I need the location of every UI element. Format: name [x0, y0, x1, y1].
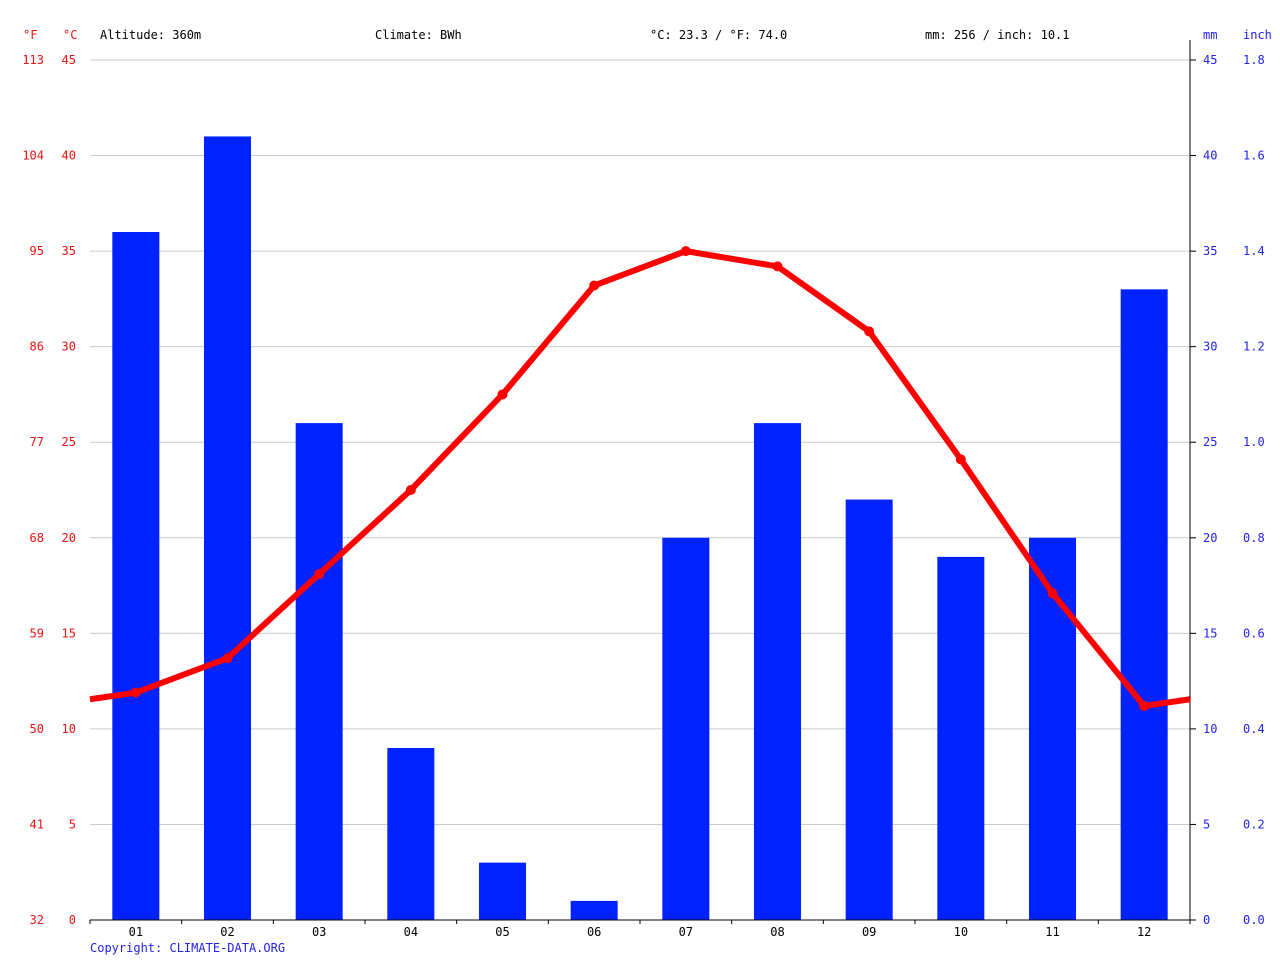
- celsius-tick-label: 20: [62, 531, 76, 545]
- temperature-summary: °C: 23.3 / °F: 74.0: [650, 28, 787, 42]
- temperature-point: [680, 246, 691, 257]
- mm-unit-label: mm: [1203, 28, 1217, 42]
- precipitation-summary: mm: 256 / inch: 10.1: [925, 28, 1070, 42]
- precipitation-bar: [570, 900, 618, 920]
- fahrenheit-tick-label: 77: [30, 435, 44, 449]
- mm-tick-label: 0: [1203, 913, 1210, 927]
- month-tick-label: 12: [1137, 925, 1151, 939]
- month-tick-label: 07: [679, 925, 693, 939]
- temperature-point: [864, 326, 875, 337]
- mm-tick-label: 10: [1203, 722, 1217, 736]
- fahrenheit-tick-label: 104: [22, 149, 44, 163]
- mm-tick-label: 20: [1203, 531, 1217, 545]
- inch-tick-label: 1.4: [1243, 244, 1265, 258]
- fahrenheit-tick-label: 41: [30, 817, 44, 831]
- temperature-point: [314, 569, 325, 580]
- temperature-point: [405, 485, 416, 495]
- precipitation-bar: [479, 862, 526, 920]
- mm-tick-label: 25: [1203, 435, 1217, 449]
- precipitation-bar: [1029, 537, 1076, 920]
- temperature-point: [1139, 700, 1150, 711]
- month-tick-label: 03: [312, 925, 326, 939]
- temperature-point: [497, 389, 508, 400]
- inch-tick-label: 0.6: [1243, 626, 1265, 640]
- climate-label: Climate: BWh: [375, 28, 462, 42]
- fahrenheit-tick-label: 59: [30, 626, 44, 640]
- temperature-line: [89, 246, 1191, 711]
- month-tick-label: 10: [954, 925, 968, 939]
- temperature-point: [1047, 588, 1058, 599]
- inch-tick-label: 1.8: [1243, 53, 1265, 67]
- precipitation-bars: [112, 136, 1168, 920]
- month-tick-label: 05: [495, 925, 509, 939]
- fahrenheit-tick-label: 86: [30, 340, 44, 354]
- celsius-tick-label: 5: [69, 817, 76, 831]
- temperature-point: [222, 653, 233, 664]
- temperature-line-path: [89, 248, 1191, 709]
- celsius-tick-label: 15: [62, 626, 76, 640]
- fahrenheit-tick-label: 50: [30, 722, 44, 736]
- fahrenheit-tick-label: 113: [22, 53, 44, 67]
- celsius-tick-label: 25: [62, 435, 76, 449]
- temperature-point: [955, 454, 966, 465]
- inch-tick-label: 0.4: [1243, 722, 1265, 736]
- mm-tick-label: 5: [1203, 817, 1210, 831]
- precipitation-bar: [662, 537, 710, 920]
- celsius-tick-label: 10: [62, 722, 76, 736]
- mm-tick-label: 35: [1203, 244, 1217, 258]
- mm-tick-label: 15: [1203, 626, 1217, 640]
- precipitation-bar: [387, 748, 435, 920]
- month-tick-label: 04: [404, 925, 418, 939]
- celsius-tick-label: 0: [69, 913, 76, 927]
- inch-tick-label: 1.2: [1243, 340, 1265, 354]
- month-tick-label: 09: [862, 925, 876, 939]
- tick-labels: 32 0 0 0.0 41 5 5 0.2 50 10 10 0.4 59 15 15 0.6 68 20 20 0.…: [22, 53, 1264, 939]
- fahrenheit-tick-label: 32: [30, 913, 44, 927]
- celsius-tick-label: 35: [62, 244, 76, 258]
- temperature-point: [589, 280, 600, 291]
- month-tick-label: 11: [1045, 925, 1059, 939]
- precipitation-bar: [937, 556, 985, 920]
- precipitation-bar: [1120, 289, 1168, 920]
- celsius-tick-label: 40: [62, 149, 76, 163]
- precipitation-bar: [204, 136, 251, 920]
- inch-tick-label: 0.8: [1243, 531, 1265, 545]
- month-tick-label: 06: [587, 925, 601, 939]
- precipitation-bar: [112, 232, 160, 920]
- inch-tick-label: 0.0: [1243, 913, 1265, 927]
- precipitation-bar: [845, 499, 893, 920]
- mm-tick-label: 40: [1203, 149, 1217, 163]
- axes: [89, 40, 1196, 924]
- temperature-point: [130, 687, 141, 698]
- month-tick-label: 08: [770, 925, 784, 939]
- celsius-tick-label: 30: [62, 340, 76, 354]
- fahrenheit-tick-label: 68: [30, 531, 44, 545]
- inch-tick-label: 1.0: [1243, 435, 1265, 449]
- precipitation-bar: [754, 423, 801, 920]
- inch-tick-label: 0.2: [1243, 817, 1265, 831]
- inch-unit-label: inch: [1243, 28, 1272, 42]
- altitude-label: Altitude: 360m: [100, 28, 201, 42]
- gridlines: [90, 59, 1190, 825]
- mm-tick-label: 30: [1203, 340, 1217, 354]
- fahrenheit-unit-label: °F: [23, 28, 37, 42]
- month-tick-label: 01: [129, 925, 143, 939]
- fahrenheit-tick-label: 95: [30, 244, 44, 258]
- copyright-link[interactable]: Copyright: CLIMATE-DATA.ORG: [90, 941, 285, 955]
- celsius-unit-label: °C: [63, 28, 77, 42]
- month-tick-label: 02: [220, 925, 234, 939]
- temperature-point: [772, 261, 783, 272]
- mm-tick-label: 45: [1203, 53, 1217, 67]
- precipitation-bar: [295, 423, 343, 920]
- celsius-tick-label: 45: [62, 53, 76, 67]
- inch-tick-label: 1.6: [1243, 149, 1265, 163]
